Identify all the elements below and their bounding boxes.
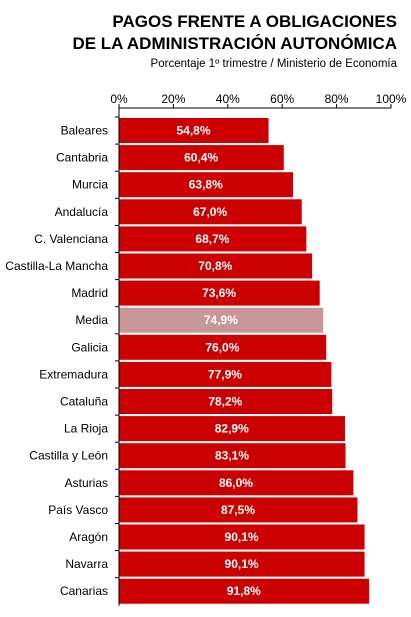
- bar: [119, 307, 324, 333]
- x-tick-label: 100%: [376, 92, 407, 106]
- category-label: La Rioja: [64, 422, 108, 436]
- category-label: Cantabria: [56, 151, 108, 165]
- data-label: 67,0%: [193, 205, 227, 219]
- bar: [119, 497, 358, 523]
- bar: [119, 334, 327, 360]
- bar: [119, 118, 269, 143]
- category-label: Asturias: [65, 476, 108, 490]
- data-label: 78,2%: [208, 395, 242, 409]
- bar: [119, 199, 302, 225]
- data-label: 86,0%: [219, 476, 253, 490]
- bar: [119, 226, 307, 252]
- data-label: 74,9%: [204, 313, 238, 327]
- bar: [119, 416, 345, 442]
- bar: [119, 524, 365, 550]
- bar: [119, 470, 354, 496]
- category-label: Media: [75, 313, 108, 327]
- bar: [119, 551, 365, 577]
- category-label: Extremadura: [39, 367, 108, 381]
- bar: [119, 280, 320, 306]
- category-label: Navarra: [65, 557, 108, 571]
- category-label: Baleares: [61, 124, 108, 138]
- category-label: Aragón: [69, 530, 108, 544]
- category-label: C. Valenciana: [34, 232, 108, 246]
- data-label: 70,8%: [198, 259, 232, 273]
- bar: [119, 253, 313, 279]
- category-label: Andalucía: [55, 205, 109, 219]
- bar: [119, 443, 346, 469]
- x-tick-label: 80%: [325, 92, 349, 106]
- x-tick-label: 20%: [161, 92, 185, 106]
- data-label: 83,1%: [215, 449, 249, 463]
- data-label: 60,4%: [184, 151, 218, 165]
- category-label: Murcia: [72, 178, 108, 192]
- category-label: Madrid: [71, 286, 108, 300]
- x-tick-label: 40%: [216, 92, 240, 106]
- x-tick-label: 60%: [270, 92, 294, 106]
- bar: [119, 145, 284, 171]
- category-label: Galicia: [71, 340, 108, 354]
- data-label: 54,8%: [177, 124, 211, 138]
- chart-subtitle: Porcentaje 1º trimestre / Ministerio de …: [150, 58, 397, 70]
- bar: [119, 389, 333, 414]
- bar: [119, 578, 370, 604]
- chart-title-line2: DE LA ADMINISTRACIÓN AUTONÓMICA: [72, 34, 397, 53]
- data-label: 90,1%: [225, 530, 259, 544]
- data-label: 91,8%: [227, 584, 261, 598]
- data-label: 82,9%: [215, 422, 249, 436]
- data-label: 76,0%: [205, 340, 239, 354]
- data-label: 68,7%: [195, 232, 229, 246]
- category-label: Castilla y León: [29, 449, 108, 463]
- category-label: Castilla-La Mancha: [5, 259, 108, 273]
- data-label: 77,9%: [208, 367, 242, 381]
- data-label: 90,1%: [225, 557, 259, 571]
- data-label: 87,5%: [221, 503, 255, 517]
- chart-title-line1: PAGOS FRENTE A OBLIGACIONES: [112, 12, 397, 31]
- data-label: 63,8%: [189, 178, 223, 192]
- x-tick-label: 0%: [110, 92, 128, 106]
- category-label: Cataluña: [60, 395, 108, 409]
- category-label: Canarias: [60, 584, 108, 598]
- bar: [119, 361, 332, 387]
- bar: [119, 172, 294, 198]
- data-label: 73,6%: [202, 286, 236, 300]
- category-label: País Vasco: [48, 503, 108, 517]
